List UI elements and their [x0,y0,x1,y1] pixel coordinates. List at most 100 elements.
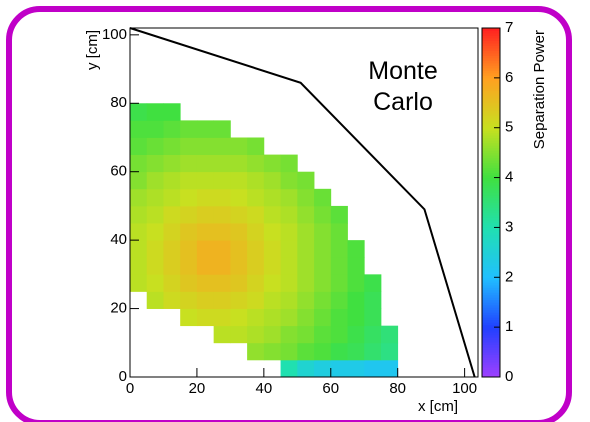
colorbar-segment [482,364,500,368]
heatmap-cell [263,171,281,190]
heatmap-cell [146,188,164,207]
colorbar-segment [482,219,500,223]
colorbar-segment [482,209,500,213]
heatmap-cell [130,120,148,138]
colorbar-segment [482,32,500,36]
colorbar-segment [482,269,500,273]
heatmap-cell [380,342,399,361]
colorbar-segment [482,145,500,149]
heatmap-cell [314,359,332,378]
heatmap-cell [163,103,181,121]
z-tick-label: 3 [505,218,513,235]
colorbar-segment [482,342,500,346]
heatmap-cell [146,223,164,241]
heatmap-cell [364,325,382,344]
colorbar-segment [482,62,500,66]
heatmap-cell [347,240,365,258]
heatmap-cell [330,291,348,309]
heatmap-cell [146,120,164,138]
heatmap-cell [213,171,231,190]
colorbar-segment [482,190,500,194]
colorbar-segment [482,152,500,156]
colorbar-segment [482,92,500,96]
heatmap-cell [196,223,215,241]
heatmap-cell [330,325,348,344]
heatmap-cell [297,274,315,292]
colorbar-segment [482,309,500,313]
heatmap-cell [263,154,281,173]
heatmap-cell [146,274,164,292]
colorbar-segment [482,185,500,189]
colorbar-segment [482,259,500,263]
colorbar-segment [482,322,500,326]
colorbar-segment [482,77,500,81]
heatmap-cell [263,325,281,344]
colorbar-segment [482,292,500,296]
heatmap-cell [263,240,281,258]
heatmap-cell [280,257,298,275]
colorbar-segment [482,65,500,69]
colorbar-segment [482,75,500,79]
z-axis-label: Separation Power [531,30,548,149]
heatmap-cell [180,120,198,138]
colorbar-segment [482,299,500,303]
colorbar-segment [482,170,500,174]
heatmap-cell [230,325,248,344]
heatmap-cell [314,291,332,309]
heatmap-cell [297,223,315,241]
heatmap-cell [330,257,348,275]
x-tick-label: 40 [256,380,273,397]
colorbar-segment [482,90,500,94]
heatmap-cell [364,291,382,309]
heatmap-cell [330,240,348,258]
heatmap-cell [247,188,265,207]
heatmap-cell [180,240,198,258]
heatmap-cell [280,240,298,258]
heatmap-cell [196,257,215,275]
colorbar-segment [482,294,500,298]
colorbar-segment [482,282,500,286]
colorbar-segment [482,137,500,141]
heatmap-cell [263,188,281,207]
heatmap-cell [280,223,298,241]
heatmap-cell [163,205,181,224]
colorbar-segment [482,147,500,151]
heatmap-cell [330,274,348,292]
heatmap-cell [130,137,148,155]
colorbar-segment [482,224,500,228]
heatmap-cell [263,291,281,309]
heatmap-cell [230,154,248,173]
colorbar-segment [482,112,500,116]
colorbar-segment [482,284,500,288]
heatmap-cell [213,188,231,207]
y-tick-label: 80 [110,94,127,111]
heatmap-cell [314,188,332,207]
colorbar-segment [482,200,500,203]
colorbar-segment [482,274,500,278]
heatmap-cell [196,120,215,138]
heatmap-cell [196,137,215,155]
heatmap-cell [314,205,332,224]
heatmap-cell [280,308,298,327]
annotation: Monte Carlo [368,57,438,116]
colorbar-segment [482,150,500,154]
colorbar-segment [482,85,500,89]
heatmap-cell [180,291,198,309]
heatmap-cell [230,171,248,190]
colorbar-segment [482,349,500,353]
colorbar-segment [482,35,500,39]
colorbar-segment [482,204,500,208]
colorbar-segment [482,142,500,146]
heatmap-cell [130,205,148,224]
colorbar-segment [482,42,500,46]
heatmap-cell [180,223,198,241]
colorbar-segment [482,50,500,54]
heatmap-cell [297,171,315,190]
heatmap-cell [196,291,215,309]
heatmap-cell [230,223,248,241]
colorbar-segment [482,110,500,114]
colorbar-segment [482,97,500,101]
heatmap-cell [347,325,365,344]
